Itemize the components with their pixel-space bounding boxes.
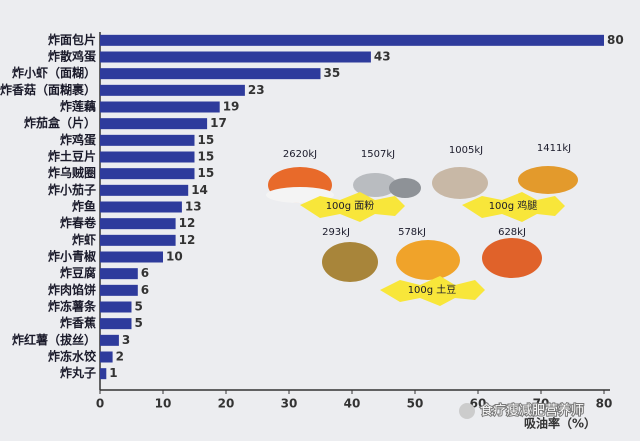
bar	[100, 68, 321, 80]
value-label: 5	[135, 300, 143, 314]
value-label: 1	[109, 366, 117, 380]
bar	[100, 84, 245, 96]
value-label: 6	[141, 283, 149, 297]
bar	[100, 284, 138, 296]
y-tick-label: 炸乌贼圈	[48, 165, 96, 180]
y-tick-label: 炸虾	[72, 232, 96, 247]
bar	[100, 151, 195, 163]
x-tick-label: 10	[155, 397, 172, 411]
bar	[100, 184, 189, 196]
value-label: 15	[198, 150, 215, 164]
food-images	[266, 166, 578, 306]
y-tick-label: 炸春卷	[60, 215, 97, 230]
y-tick-label: 炸土豆片	[48, 149, 96, 164]
value-label: 3	[122, 333, 130, 347]
bar	[100, 334, 119, 346]
bar	[100, 234, 176, 246]
energy-label: 578kJ	[398, 227, 426, 238]
energy-label: 1507kJ	[361, 149, 395, 160]
energy-label: 1411kJ	[537, 143, 571, 154]
y-tick-label: 炸豆腐	[60, 265, 96, 280]
y-tick-label: 炸茄盒（片）	[24, 115, 96, 130]
y-tick-label: 炸散鸡蛋	[48, 49, 96, 64]
bar	[100, 368, 107, 380]
bar	[100, 134, 195, 146]
y-tick-label: 炸丸子	[60, 365, 96, 380]
x-tick-label: 20	[218, 397, 235, 411]
bar	[100, 168, 195, 180]
badge-label: 100g 鸡腿	[489, 199, 538, 212]
x-tick-label: 40	[344, 397, 361, 411]
value-label: 6	[141, 266, 149, 280]
watermark-icon	[459, 403, 475, 419]
x-tick-label: 70	[533, 397, 550, 411]
energy-label: 1005kJ	[449, 145, 483, 156]
y-tick-label: 炸红薯（拔丝）	[12, 332, 96, 347]
value-label: 23	[248, 83, 265, 97]
value-label: 12	[179, 233, 196, 247]
value-label: 12	[179, 216, 196, 230]
bar	[100, 251, 163, 263]
bar	[100, 51, 371, 63]
x-tick-label: 0	[96, 397, 104, 411]
value-label: 15	[198, 133, 215, 147]
y-tick-label: 炸莲藕	[60, 99, 96, 114]
value-label: 35	[324, 66, 341, 80]
x-tick-label: 50	[407, 397, 424, 411]
value-label: 5	[135, 316, 143, 330]
x-tick-label: 80	[596, 397, 613, 411]
bar	[100, 101, 220, 113]
value-label: 15	[198, 166, 215, 180]
y-tick-label: 炸鱼	[72, 199, 96, 214]
value-label: 13	[185, 200, 202, 214]
badge-label: 100g 面粉	[326, 199, 375, 212]
y-tick-label: 炸香菇（面糊裹）	[0, 82, 96, 97]
energy-label: 628kJ	[498, 227, 526, 238]
value-label: 10	[166, 250, 183, 264]
bar	[100, 268, 138, 280]
badge-label: 100g 土豆	[408, 283, 457, 296]
bar	[100, 301, 132, 313]
y-tick-label: 炸鸡蛋	[60, 132, 96, 147]
y-tick-label: 炸香蕉	[60, 315, 96, 330]
x-tick-label: 30	[281, 397, 298, 411]
bar	[100, 351, 113, 363]
y-tick-label: 炸肉馅饼	[48, 282, 96, 297]
watermark: 食疗瘦减肥营养师	[480, 403, 584, 419]
bar	[100, 118, 208, 130]
y-tick-label: 炸小青椒	[48, 249, 97, 264]
energy-label: 293kJ	[322, 227, 350, 238]
bar	[100, 201, 182, 213]
value-label: 17	[210, 116, 227, 130]
x-axis-label: 吸油率（%）	[524, 416, 596, 431]
y-tick-label: 炸面包片	[48, 32, 96, 47]
bar	[100, 218, 176, 230]
y-tick-label: 炸冻水饺	[48, 349, 97, 364]
value-label: 14	[191, 183, 208, 197]
bar	[100, 318, 132, 330]
value-label: 80	[607, 33, 624, 47]
y-tick-label: 炸小虾（面糊）	[12, 65, 96, 80]
value-label: 19	[223, 100, 240, 114]
bar	[100, 34, 604, 46]
y-tick-label: 炸小茄子	[48, 182, 96, 197]
value-label: 2	[116, 350, 124, 364]
value-label: 43	[374, 50, 391, 64]
y-tick-label: 炸冻薯条	[48, 299, 97, 314]
energy-label: 2620kJ	[283, 149, 317, 160]
